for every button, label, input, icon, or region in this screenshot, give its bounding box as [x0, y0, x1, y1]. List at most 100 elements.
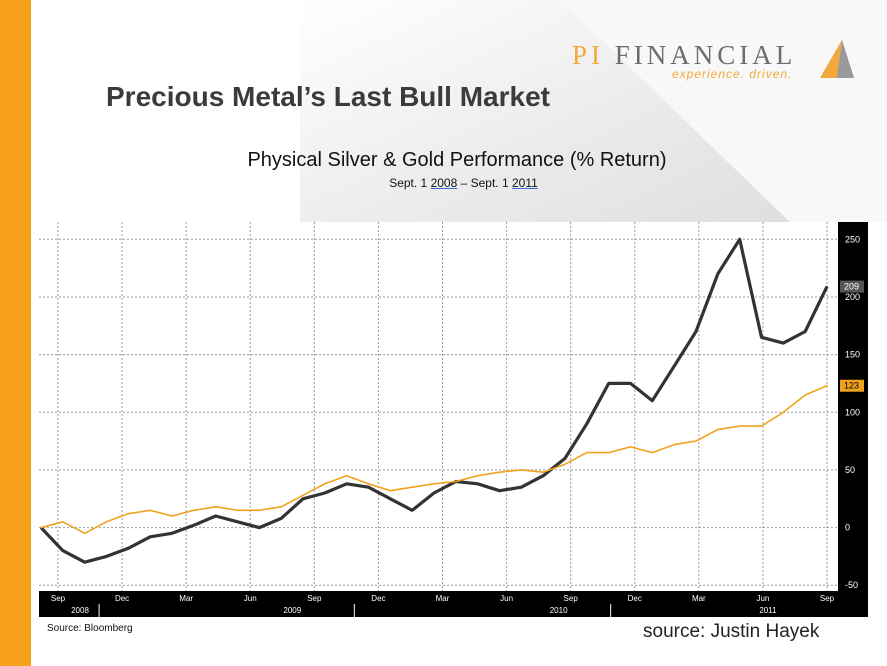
data-point — [629, 446, 632, 448]
data-point — [542, 474, 544, 477]
data-point — [520, 486, 523, 489]
data-point — [695, 440, 697, 442]
x-tick-label: Sep — [51, 594, 66, 603]
data-point — [258, 509, 261, 512]
data-point — [760, 336, 763, 339]
slide-title: Precious Metal’s Last Bull Market — [106, 81, 550, 112]
x-axis-band — [39, 591, 868, 617]
data-point — [345, 474, 348, 477]
x-tick-label: Sep — [564, 594, 579, 603]
data-point — [214, 506, 217, 508]
data-point — [476, 482, 479, 485]
data-point — [542, 471, 544, 474]
data-point — [498, 489, 501, 492]
triangle-icon — [820, 40, 854, 78]
data-point — [40, 526, 42, 529]
end-value-label: 123 — [844, 381, 859, 391]
data-point — [738, 238, 741, 241]
accent-bar — [0, 0, 31, 666]
performance-chart: 250 200 150 100 50 0 -50 Sep Dec Mar Jun Sep Dec Mar J… — [39, 222, 868, 617]
y-tick-label: 150 — [845, 350, 860, 360]
data-point — [586, 422, 588, 425]
y-tick-label: -50 — [845, 580, 858, 590]
data-point — [258, 526, 261, 529]
x-year-label: 2011 — [759, 606, 777, 615]
chart-subtitle: Sept. 1 2008 – Sept. 1 2011 — [389, 176, 538, 190]
data-point — [324, 492, 326, 494]
logo-wordmark: PI FINANCIAL — [572, 40, 797, 70]
data-point — [105, 555, 108, 558]
x-year-label: 2010 — [550, 606, 568, 615]
data-point — [193, 524, 195, 527]
data-point — [607, 451, 610, 454]
data-point — [83, 532, 86, 535]
data-point — [564, 463, 566, 465]
data-point — [105, 521, 108, 523]
data-point — [302, 494, 304, 497]
data-point — [127, 512, 130, 515]
y-tick-label: 50 — [845, 465, 855, 475]
x-tick-label: Jun — [244, 594, 257, 603]
data-point — [717, 428, 719, 431]
data-point — [62, 549, 64, 552]
y-tick-label: 200 — [845, 292, 860, 302]
data-point — [782, 342, 785, 344]
data-point — [193, 509, 195, 512]
data-point — [651, 399, 654, 402]
logo-tagline: experience. driven. — [672, 67, 793, 81]
data-point — [62, 521, 64, 523]
data-point — [236, 521, 239, 523]
y-tick-label: 0 — [845, 523, 850, 533]
source-credit: source: Justin Hayek — [643, 621, 820, 642]
data-point — [433, 492, 435, 494]
data-point — [389, 489, 392, 492]
data-point — [695, 330, 697, 333]
chart-title: Physical Silver & Gold Performance (% Re… — [247, 149, 667, 171]
x-tick-label: Mar — [179, 594, 193, 603]
x-year-label: 2008 — [71, 606, 89, 615]
x-tick-label: Dec — [628, 594, 642, 603]
source-note: Source: Bloomberg — [47, 623, 133, 634]
end-value-tag — [840, 379, 864, 392]
data-point — [367, 482, 370, 485]
data-point — [586, 451, 588, 454]
data-point — [83, 561, 86, 563]
x-tick-label: Mar — [692, 594, 706, 603]
data-point — [280, 506, 282, 508]
data-point — [171, 515, 173, 517]
x-tick-label: Dec — [371, 594, 385, 603]
x-tick-label: Sep — [820, 594, 835, 603]
x-tick-label: Mar — [436, 594, 450, 603]
x-tick-label: Jun — [500, 594, 513, 603]
brand-logo: PI FINANCIAL experience. driven. — [572, 40, 862, 90]
x-tick-label: Jun — [756, 594, 769, 603]
data-point — [629, 382, 632, 385]
data-point — [520, 469, 523, 471]
data-point — [411, 486, 413, 489]
end-value-label: 209 — [844, 282, 859, 292]
data-point — [760, 425, 763, 427]
data-point — [345, 482, 348, 485]
y-tick-label: 250 — [845, 234, 860, 244]
data-point — [717, 273, 719, 275]
data-point — [673, 365, 675, 367]
data-point — [804, 330, 806, 333]
plot-area — [39, 222, 838, 591]
data-point — [280, 517, 282, 520]
data-point — [455, 480, 457, 483]
x-tick-label: Dec — [115, 594, 129, 603]
data-point — [389, 497, 392, 500]
end-value-tag — [840, 280, 864, 293]
data-point — [498, 471, 501, 474]
data-point — [236, 509, 239, 512]
data-point — [826, 384, 828, 387]
data-point — [651, 451, 654, 454]
data-point — [411, 509, 413, 512]
x-year-label: 2009 — [283, 606, 301, 615]
data-point — [149, 509, 151, 512]
data-point — [673, 443, 675, 446]
data-point — [826, 285, 828, 288]
data-point — [476, 474, 479, 477]
data-point — [302, 497, 304, 500]
